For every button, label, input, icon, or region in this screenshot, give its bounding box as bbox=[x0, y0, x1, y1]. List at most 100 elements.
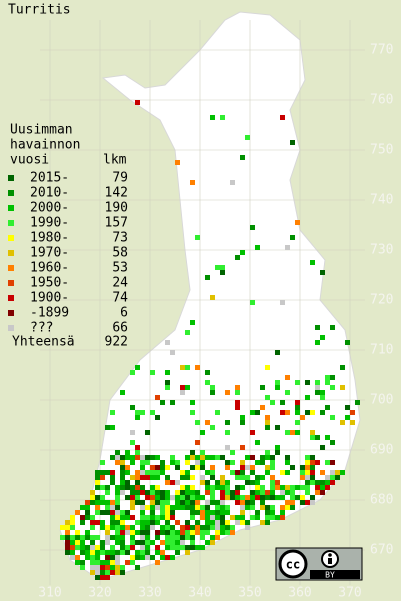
legend-header: Uusimman bbox=[10, 123, 73, 138]
cell bbox=[130, 460, 135, 465]
cell bbox=[205, 510, 210, 515]
cell bbox=[240, 460, 245, 465]
cell bbox=[215, 535, 220, 540]
cell bbox=[275, 425, 280, 430]
cell bbox=[205, 370, 210, 375]
cell bbox=[280, 400, 285, 405]
cell bbox=[240, 465, 245, 470]
by-text: BY bbox=[325, 571, 335, 580]
cell bbox=[125, 525, 130, 530]
cell bbox=[240, 155, 245, 160]
cell bbox=[230, 180, 235, 185]
cell bbox=[165, 465, 170, 470]
cell bbox=[285, 410, 290, 415]
cell bbox=[210, 485, 215, 490]
cell bbox=[180, 545, 185, 550]
cell bbox=[120, 545, 125, 550]
cell bbox=[195, 465, 200, 470]
cell bbox=[115, 550, 120, 555]
cell bbox=[145, 535, 150, 540]
cell bbox=[95, 510, 100, 515]
cell bbox=[145, 430, 150, 435]
cell bbox=[210, 425, 215, 430]
cell bbox=[105, 525, 110, 530]
cell bbox=[115, 525, 120, 530]
cell bbox=[240, 250, 245, 255]
cell bbox=[175, 520, 180, 525]
cell bbox=[60, 535, 65, 540]
cell bbox=[100, 570, 105, 575]
cell bbox=[120, 480, 125, 485]
cell bbox=[90, 495, 95, 500]
cell bbox=[220, 495, 225, 500]
cell bbox=[240, 510, 245, 515]
cell bbox=[185, 385, 190, 390]
cell bbox=[325, 480, 330, 485]
cell bbox=[165, 490, 170, 495]
cell bbox=[255, 490, 260, 495]
cell bbox=[235, 485, 240, 490]
cell bbox=[70, 555, 75, 560]
cell bbox=[200, 535, 205, 540]
cell bbox=[170, 515, 175, 520]
cell bbox=[65, 550, 70, 555]
cell bbox=[180, 385, 185, 390]
cell bbox=[255, 480, 260, 485]
cell bbox=[120, 550, 125, 555]
cell bbox=[85, 510, 90, 515]
cell bbox=[205, 485, 210, 490]
cell bbox=[200, 465, 205, 470]
cell bbox=[245, 495, 250, 500]
cell bbox=[240, 520, 245, 525]
cell bbox=[315, 380, 320, 385]
cell bbox=[185, 525, 190, 530]
cell bbox=[115, 570, 120, 575]
cell bbox=[170, 530, 175, 535]
cell bbox=[105, 535, 110, 540]
cell bbox=[90, 555, 95, 560]
cell bbox=[155, 560, 160, 565]
cell bbox=[185, 490, 190, 495]
legend-swatch bbox=[8, 220, 14, 226]
cell bbox=[275, 485, 280, 490]
legend-swatch bbox=[8, 280, 14, 286]
cell bbox=[325, 405, 330, 410]
cell bbox=[310, 480, 315, 485]
by-head bbox=[328, 553, 332, 557]
legend-label: 1990- bbox=[30, 216, 69, 231]
cell bbox=[250, 225, 255, 230]
cell bbox=[100, 470, 105, 475]
cell bbox=[100, 550, 105, 555]
cell bbox=[195, 495, 200, 500]
legend-swatch bbox=[8, 235, 14, 241]
cell bbox=[205, 515, 210, 520]
cell bbox=[100, 495, 105, 500]
y-label: 770 bbox=[370, 43, 393, 58]
cell bbox=[275, 380, 280, 385]
cell bbox=[130, 440, 135, 445]
cell bbox=[305, 485, 310, 490]
cell bbox=[110, 555, 115, 560]
cell bbox=[245, 520, 250, 525]
cell bbox=[250, 500, 255, 505]
cell bbox=[205, 520, 210, 525]
cell bbox=[220, 270, 225, 275]
cell bbox=[260, 405, 265, 410]
cell bbox=[125, 530, 130, 535]
cell bbox=[245, 500, 250, 505]
cell bbox=[200, 495, 205, 500]
cell bbox=[105, 550, 110, 555]
cell bbox=[225, 495, 230, 500]
cell bbox=[235, 495, 240, 500]
cell bbox=[255, 495, 260, 500]
cell bbox=[150, 520, 155, 525]
cell bbox=[325, 380, 330, 385]
cell bbox=[145, 495, 150, 500]
cell bbox=[250, 515, 255, 520]
cell bbox=[200, 455, 205, 460]
cell bbox=[115, 460, 120, 465]
cell bbox=[205, 490, 210, 495]
legend-header: havainnon bbox=[10, 138, 80, 153]
cell bbox=[225, 530, 230, 535]
cell bbox=[290, 500, 295, 505]
